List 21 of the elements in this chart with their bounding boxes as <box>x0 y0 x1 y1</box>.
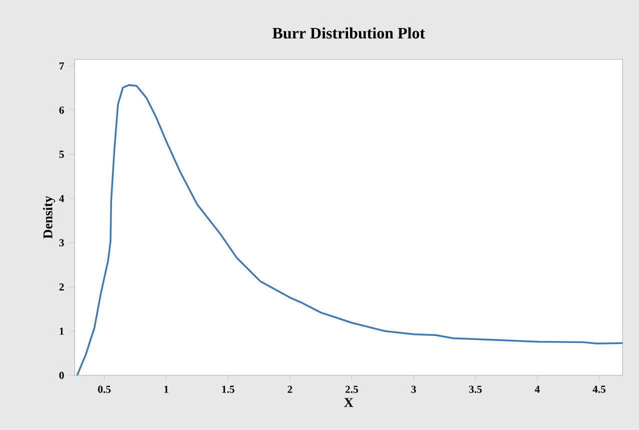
y-tick-label: 6 <box>59 106 64 114</box>
x-tick-label: 0.5 <box>98 386 111 393</box>
x-tick-label: 4.5 <box>592 386 606 393</box>
x-axis-title: X <box>344 398 354 407</box>
x-tick-label: 1.5 <box>222 386 234 393</box>
x-tick-label: 3.5 <box>469 386 482 393</box>
y-axis-title: Density <box>42 196 56 239</box>
y-tick-label: 0 <box>59 372 64 379</box>
line-series <box>76 84 623 376</box>
x-tick-label: 2.5 <box>346 386 358 393</box>
x-tick-label: 4 <box>534 386 540 393</box>
x-tick-label: 3 <box>411 386 416 393</box>
y-tick-label: 5 <box>59 150 64 158</box>
chart-title: Burr Distribution Plot <box>272 27 426 39</box>
y-tick-label: 1 <box>60 328 64 335</box>
x-tick-label: 2 <box>288 386 292 393</box>
y-tick-label: 3 <box>59 239 64 246</box>
y-tick-label: 4 <box>59 195 64 202</box>
x-tick-label: 1 <box>164 386 168 393</box>
y-tick-label: 7 <box>60 62 64 70</box>
y-tick-label: 2 <box>59 283 64 290</box>
